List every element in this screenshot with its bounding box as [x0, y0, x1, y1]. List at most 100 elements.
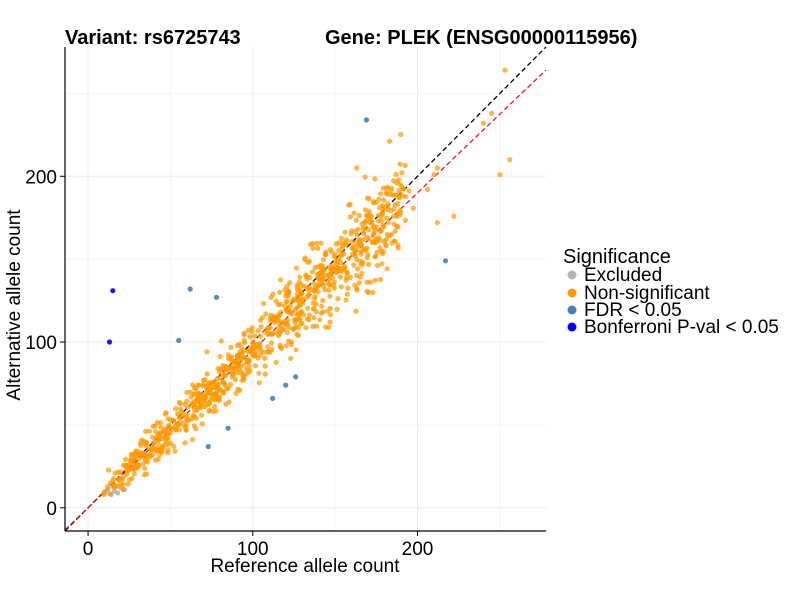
point-nonsig [314, 271, 320, 278]
legend-label-nonsig: Non-significant [584, 283, 710, 304]
point-nonsig [384, 215, 390, 221]
point-nonsig [246, 363, 252, 369]
point-nonsig [235, 386, 241, 392]
point-nonsig [306, 312, 312, 318]
point-nonsig [118, 480, 124, 486]
point-nonsig [249, 328, 255, 335]
point-nonsig [314, 323, 320, 329]
point-nonsig [294, 305, 300, 311]
point-nonsig [159, 443, 166, 449]
point-nonsig [250, 341, 256, 347]
point-nonsig [213, 408, 219, 414]
point-nonsig [378, 248, 384, 254]
point-nonsig [309, 269, 315, 275]
point-nonsig [351, 262, 357, 268]
point-nonsig [311, 315, 317, 321]
point-nonsig [119, 476, 125, 482]
point-nonsig [354, 232, 360, 238]
point-nonsig [317, 317, 323, 323]
point-nonsig [141, 472, 147, 478]
point-nonsig [285, 288, 291, 294]
point-nonsig [188, 394, 194, 400]
point-nonsig [298, 321, 304, 327]
point-nonsig [150, 445, 156, 451]
point-nonsig [189, 416, 195, 422]
point-nonsig [217, 375, 223, 381]
point-nonsig [381, 197, 387, 203]
point-nonsig [390, 178, 397, 184]
x-tick-label: 200 [402, 539, 434, 560]
point-nonsig [187, 389, 193, 395]
point-fdr [363, 117, 369, 123]
point-nonsig [256, 341, 263, 347]
point-nonsig [342, 229, 348, 235]
point-nonsig [282, 303, 288, 309]
point-nonsig [327, 282, 333, 288]
point-nonsig [362, 174, 368, 180]
point-nonsig [107, 491, 113, 497]
point-nonsig [370, 289, 376, 296]
point-nonsig [165, 447, 171, 453]
point-nonsig [252, 363, 258, 369]
grid-lines [65, 47, 546, 531]
legend: Significance Excluded Non-significant FD… [563, 246, 779, 338]
point-nonsig [132, 456, 138, 462]
point-nonsig [354, 266, 361, 272]
point-nonsig [263, 311, 269, 317]
point-nonsig [344, 270, 350, 276]
point-nonsig [358, 262, 364, 268]
point-excluded [115, 490, 121, 496]
point-nonsig [327, 293, 333, 299]
point-nonsig [113, 483, 119, 489]
point-nonsig [204, 349, 210, 355]
point-nonsig [287, 310, 293, 316]
point-nonsig [319, 303, 325, 309]
point-nonsig [311, 280, 317, 286]
point-nonsig [434, 220, 440, 226]
point-nonsig [199, 421, 205, 427]
point-nonsig [354, 239, 360, 246]
point-nonsig [176, 399, 182, 405]
point-nonsig [221, 381, 227, 387]
point-nonsig [206, 407, 212, 413]
point-nonsig [229, 358, 235, 364]
point-nonsig [389, 185, 395, 191]
point-fdr [176, 337, 182, 343]
point-nonsig [357, 241, 364, 247]
point-nonsig [220, 363, 226, 369]
chart-title-gene: Gene: PLEK (ENSG00000115956) [325, 27, 637, 49]
point-nonsig [172, 448, 178, 454]
point-nonsig [344, 291, 350, 297]
point-nonsig [376, 212, 382, 218]
legend-label-fdr: FDR < 0.05 [584, 300, 682, 321]
point-nonsig [138, 442, 144, 448]
point-nonsig [257, 317, 264, 323]
reference-line-identity [64, 46, 547, 532]
point-nonsig [138, 450, 144, 456]
point-nonsig [354, 286, 360, 292]
point-nonsig [318, 240, 324, 246]
axis-ticks: 0 100 200 0 100 200 [25, 167, 433, 560]
point-nonsig [198, 392, 204, 398]
point-nonsig [326, 272, 332, 278]
point-nonsig [364, 279, 370, 285]
point-nonsig [403, 193, 409, 199]
point-nonsig [166, 422, 172, 428]
point-nonsig [197, 404, 203, 410]
point-nonsig [365, 252, 371, 258]
point-nonsig [191, 407, 198, 414]
point-nonsig [255, 328, 261, 334]
point-nonsig [358, 258, 364, 264]
point-nonsig [191, 385, 198, 391]
point-nonsig [307, 241, 314, 247]
point-nonsig [359, 270, 365, 276]
point-nonsig [354, 165, 360, 171]
point-nonsig [142, 452, 148, 458]
point-nonsig [379, 261, 385, 267]
data-points [101, 67, 513, 498]
point-nonsig [234, 342, 240, 349]
x-axis-label: Reference allele count [210, 556, 400, 577]
point-nonsig [173, 421, 180, 427]
point-nonsig [297, 274, 303, 280]
